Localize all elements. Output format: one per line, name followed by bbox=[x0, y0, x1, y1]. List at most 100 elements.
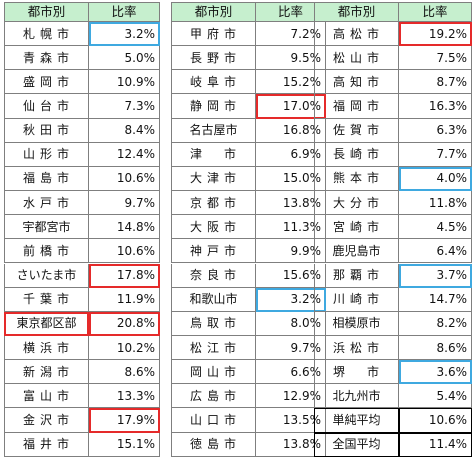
table-row: 熊本市 4.0% bbox=[314, 166, 472, 192]
table-row: 秋田市 8.4% bbox=[4, 118, 160, 143]
city-name: 福岡市 bbox=[314, 94, 399, 119]
ratio-value: 11.4% bbox=[399, 432, 472, 457]
ratio-value: 9.7% bbox=[89, 191, 160, 216]
ratio-value: 9.9% bbox=[256, 239, 326, 264]
city-name: 長崎市 bbox=[314, 142, 399, 167]
city-name: 富山市 bbox=[4, 384, 89, 409]
city-name: さいたま市 bbox=[4, 263, 89, 288]
ratio-value: 6.6% bbox=[256, 360, 326, 385]
table-row: 横浜市 10.2% bbox=[4, 335, 160, 361]
ratio-value: 20.8% bbox=[89, 311, 160, 336]
city-name: 山形市 bbox=[4, 142, 89, 167]
city-name: 熊本市 bbox=[314, 166, 399, 192]
city-name: 広島市 bbox=[171, 384, 256, 409]
city-name: 水戸市 bbox=[4, 191, 89, 216]
city-name: 盛岡市 bbox=[4, 70, 89, 95]
ratio-value: 3.6% bbox=[399, 360, 472, 385]
city-name: 宮崎市 bbox=[314, 215, 399, 240]
ratio-value: 10.6% bbox=[89, 239, 160, 264]
city-name: 津 市 bbox=[171, 142, 256, 167]
table-row: 長崎市 7.7% bbox=[314, 142, 472, 167]
table-row: 長野市 9.5% bbox=[171, 46, 326, 71]
table-row: 松山市 7.5% bbox=[314, 46, 472, 71]
ratio-value: 3.7% bbox=[399, 263, 472, 288]
ratio-value: 6.9% bbox=[256, 142, 326, 167]
table-row: 山形市 12.4% bbox=[4, 142, 160, 167]
table-row: 静岡市 17.0% bbox=[171, 94, 326, 119]
city-name: 北九州市 bbox=[314, 384, 399, 409]
ratio-value: 8.7% bbox=[399, 70, 472, 95]
table-row: 仙台市 7.3% bbox=[4, 94, 160, 119]
table-row: 北九州市 5.4% bbox=[314, 384, 472, 409]
table-row: 神戸市 9.9% bbox=[171, 239, 326, 264]
ratio-value: 15.6% bbox=[256, 263, 326, 288]
ratio-value: 3.2% bbox=[256, 287, 326, 312]
city-name: 全国平均 bbox=[314, 432, 399, 457]
table-row: 千葉市 11.9% bbox=[4, 287, 160, 312]
ratio-value: 11.3% bbox=[256, 215, 326, 240]
table-row: 青森市 5.0% bbox=[4, 46, 160, 71]
table-row: 全国平均 11.4% bbox=[314, 432, 472, 457]
table-row: 大阪市 11.3% bbox=[171, 215, 326, 240]
table-row: 宇都宮市 14.8% bbox=[4, 215, 160, 240]
city-name: 青森市 bbox=[4, 46, 89, 71]
city-name: 新潟市 bbox=[4, 360, 89, 385]
table-row: 富山市 13.3% bbox=[4, 384, 160, 409]
ratio-value: 9.5% bbox=[256, 46, 326, 71]
table-row: 佐賀市 6.3% bbox=[314, 118, 472, 143]
city-name: 堺 市 bbox=[314, 360, 399, 385]
ratio-value: 13.8% bbox=[256, 432, 326, 457]
header-row: 都市別 比率 bbox=[171, 2, 326, 22]
city-name: 大分市 bbox=[314, 191, 399, 216]
ratio-value: 7.5% bbox=[399, 46, 472, 71]
city-name: 神戸市 bbox=[171, 239, 256, 264]
city-name: 福島市 bbox=[4, 166, 89, 192]
table-row: 津 市 6.9% bbox=[171, 142, 326, 167]
table-row: 大津市 15.0% bbox=[171, 166, 326, 192]
ratio-value: 8.6% bbox=[89, 360, 160, 385]
city-name: 高知市 bbox=[314, 70, 399, 95]
ratio-value: 8.4% bbox=[89, 118, 160, 143]
city-name: 岡山市 bbox=[171, 360, 256, 385]
table-row: 那覇市 3.7% bbox=[314, 263, 472, 288]
city-name: 那覇市 bbox=[314, 263, 399, 288]
city-name: 千葉市 bbox=[4, 287, 89, 312]
city-name: 仙台市 bbox=[4, 94, 89, 119]
ratio-value: 16.3% bbox=[399, 94, 472, 119]
ratio-value: 14.8% bbox=[89, 215, 160, 240]
table-row: 大分市 11.8% bbox=[314, 191, 472, 216]
table-row: 甲府市 7.2% bbox=[171, 22, 326, 47]
ratio-value: 15.1% bbox=[89, 432, 160, 457]
city-name: 松山市 bbox=[314, 46, 399, 71]
table-row: 東京都区部 20.8% bbox=[4, 311, 160, 336]
ratio-value: 5.4% bbox=[399, 384, 472, 409]
table-row: 福岡市 16.3% bbox=[314, 94, 472, 119]
city-name: 佐賀市 bbox=[314, 118, 399, 143]
city-name: 札幌市 bbox=[4, 22, 89, 47]
header-ratio: 比率 bbox=[89, 2, 160, 22]
ratio-value: 13.3% bbox=[89, 384, 160, 409]
city-name: 相模原市 bbox=[314, 311, 399, 336]
city-name: 前橋市 bbox=[4, 239, 89, 264]
city-name: 奈良市 bbox=[171, 263, 256, 288]
table-row: 新潟市 8.6% bbox=[4, 360, 160, 385]
ratio-value: 10.6% bbox=[399, 408, 472, 433]
table-row: 名古屋市 16.8% bbox=[171, 118, 326, 143]
city-name: 単純平均 bbox=[314, 408, 399, 433]
ratio-value: 11.9% bbox=[89, 287, 160, 312]
table-row: 前橋市 10.6% bbox=[4, 239, 160, 264]
city-name: 大津市 bbox=[171, 166, 256, 192]
ratio-value: 19.2% bbox=[399, 22, 472, 47]
table-row: 川崎市 14.7% bbox=[314, 287, 472, 312]
ratio-value: 8.0% bbox=[256, 311, 326, 336]
table-row: 松江市 9.7% bbox=[171, 335, 326, 361]
ratio-value: 12.9% bbox=[256, 384, 326, 409]
header-row: 都市別 比率 bbox=[314, 2, 472, 22]
ratio-value: 11.8% bbox=[399, 191, 472, 216]
table-row: 鳥取市 8.0% bbox=[171, 311, 326, 336]
city-name: 高松市 bbox=[314, 22, 399, 47]
city-name: 鹿児島市 bbox=[314, 239, 399, 264]
city-name: 東京都区部 bbox=[4, 311, 89, 336]
ratio-value: 17.0% bbox=[256, 94, 326, 119]
ratio-value: 3.2% bbox=[89, 22, 160, 47]
